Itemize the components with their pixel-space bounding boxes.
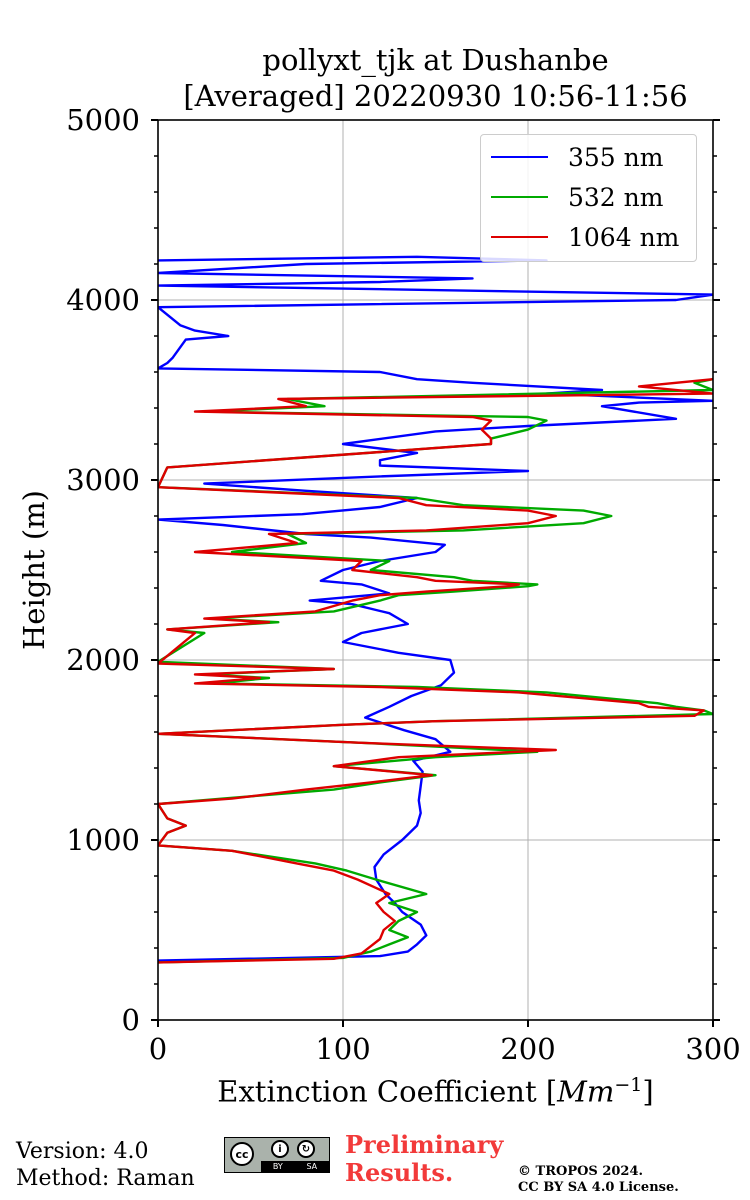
legend-swatch-1064 xyxy=(491,236,548,238)
y-tick-label: 2000 xyxy=(66,643,140,677)
y-tick-label: 1000 xyxy=(66,823,140,857)
cc-icon: cc xyxy=(230,1142,254,1166)
y-tick-label: 0 xyxy=(121,1003,140,1037)
x-axis-label-unit: Mm xyxy=(557,1074,615,1109)
legend-item: 1064 nm xyxy=(491,222,679,252)
method-text: Method: Raman xyxy=(16,1166,195,1191)
series-layer xyxy=(158,255,713,964)
copyright-line-2: CC BY SA 4.0 License. xyxy=(518,1180,679,1195)
x-axis-label-text: Extinction Coefficient [ xyxy=(217,1074,558,1109)
legend-item: 355 nm xyxy=(491,142,663,172)
by-icon: i xyxy=(271,1140,289,1158)
version-text: Version: 4.0 xyxy=(16,1139,149,1164)
copyright-notice: © TROPOS 2024. CC BY SA 4.0 License. xyxy=(518,1164,679,1196)
chart-title: pollyxt_tjk at Dushanbe xyxy=(262,43,609,77)
plot-frame xyxy=(157,119,714,1021)
footer-meta: Version: 4.0 Method: Raman xyxy=(16,1138,195,1192)
y-tick-label: 3000 xyxy=(66,463,140,497)
legend-swatch-355 xyxy=(491,156,548,158)
sa-text: SA xyxy=(306,1162,318,1171)
legend-swatch-532 xyxy=(491,196,548,198)
x-axis-label-exponent: −1 xyxy=(614,1074,643,1096)
legend-label: 355 nm xyxy=(568,142,664,172)
x-tick-label: 0 xyxy=(148,1032,168,1066)
preliminary-notice: Preliminary Results. xyxy=(345,1131,503,1187)
series-line xyxy=(158,378,713,964)
copyright-line-1: © TROPOS 2024. xyxy=(518,1164,644,1179)
y-tick-label: 4000 xyxy=(66,283,140,317)
preliminary-line-2: Results. xyxy=(345,1158,454,1187)
series-line xyxy=(158,255,713,962)
legend-item: 532 nm xyxy=(491,182,663,212)
x-axis-label-close: ] xyxy=(642,1074,654,1109)
legend-label: 532 nm xyxy=(568,182,664,212)
y-axis-label: Height (m) xyxy=(17,490,51,650)
y-tick-label: 5000 xyxy=(66,103,140,137)
legend-label: 1064 nm xyxy=(568,222,680,252)
x-tick-label: 300 xyxy=(685,1032,741,1066)
x-axis-label: Extinction Coefficient [Mm−1] xyxy=(158,1074,713,1109)
x-tick-label: 100 xyxy=(315,1032,371,1066)
chart-subtitle: [Averaged] 20220930 10:56-11:56 xyxy=(183,79,688,113)
by-text: BY xyxy=(272,1162,283,1171)
cc-badge-strip: BY SA xyxy=(261,1161,329,1172)
x-tick-label: 200 xyxy=(500,1032,556,1066)
sa-icon: ↻ xyxy=(297,1140,315,1158)
chart-legend: 355 nm 532 nm 1064 nm xyxy=(480,134,697,262)
cc-license-badge: cc i ↻ BY SA xyxy=(224,1137,330,1173)
axes-layer xyxy=(151,119,720,1027)
preliminary-line-1: Preliminary xyxy=(345,1130,504,1159)
